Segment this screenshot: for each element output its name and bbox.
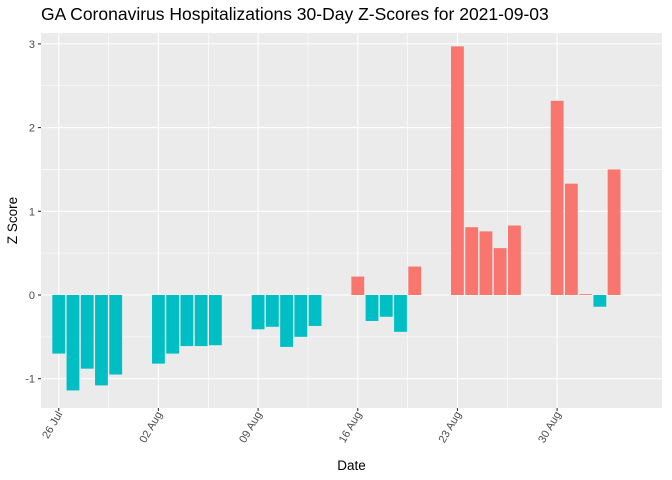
x-tick-label: 23 Aug — [437, 410, 465, 446]
bar — [308, 294, 322, 326]
x-tick-label: 30 Aug — [536, 410, 564, 446]
bar — [508, 225, 521, 295]
x-tick-label: 09 Aug — [237, 410, 265, 446]
x-axis-title: Date — [337, 458, 366, 473]
bar — [550, 100, 564, 295]
bar — [607, 169, 621, 295]
bar — [52, 294, 66, 354]
bar — [493, 248, 507, 295]
y-tick-label: -1 — [25, 374, 35, 386]
bar — [465, 227, 479, 295]
bar — [95, 294, 108, 386]
bar — [251, 294, 265, 330]
y-tick-label: 1 — [29, 206, 35, 218]
y-tick-label: 0 — [29, 290, 35, 302]
y-axis-title: Z Score — [5, 197, 20, 244]
bar — [579, 294, 593, 295]
x-tick-label: 02 Aug — [137, 410, 165, 446]
bar — [152, 294, 165, 364]
y-tick-label: 3 — [29, 39, 35, 51]
bar — [280, 294, 293, 347]
bar — [109, 294, 123, 375]
x-tick-label: 16 Aug — [337, 410, 365, 446]
y-axis: -1 0 1 2 3 — [25, 39, 41, 386]
bars — [52, 46, 621, 391]
bar — [394, 294, 407, 332]
bar — [166, 294, 180, 354]
bar — [564, 183, 578, 295]
bar — [294, 294, 308, 337]
bar — [180, 294, 194, 347]
bar — [379, 294, 393, 317]
bar — [265, 294, 279, 327]
bar — [451, 46, 464, 295]
bar — [194, 294, 208, 347]
chart-title: GA Coronavirus Hospitalizations 30-Day Z… — [41, 4, 549, 24]
bar — [351, 276, 365, 295]
bar — [66, 294, 80, 391]
y-tick-label: 2 — [29, 123, 35, 135]
bar — [593, 294, 607, 307]
bar — [208, 294, 222, 346]
bar — [479, 231, 493, 295]
x-axis: 26 Jul 02 Aug 09 Aug 16 Aug 23 Aug 30 Aug — [40, 408, 564, 446]
bar — [365, 294, 379, 321]
x-tick-label: 26 Jul — [40, 410, 65, 441]
bar — [408, 266, 422, 295]
bar — [80, 294, 94, 369]
